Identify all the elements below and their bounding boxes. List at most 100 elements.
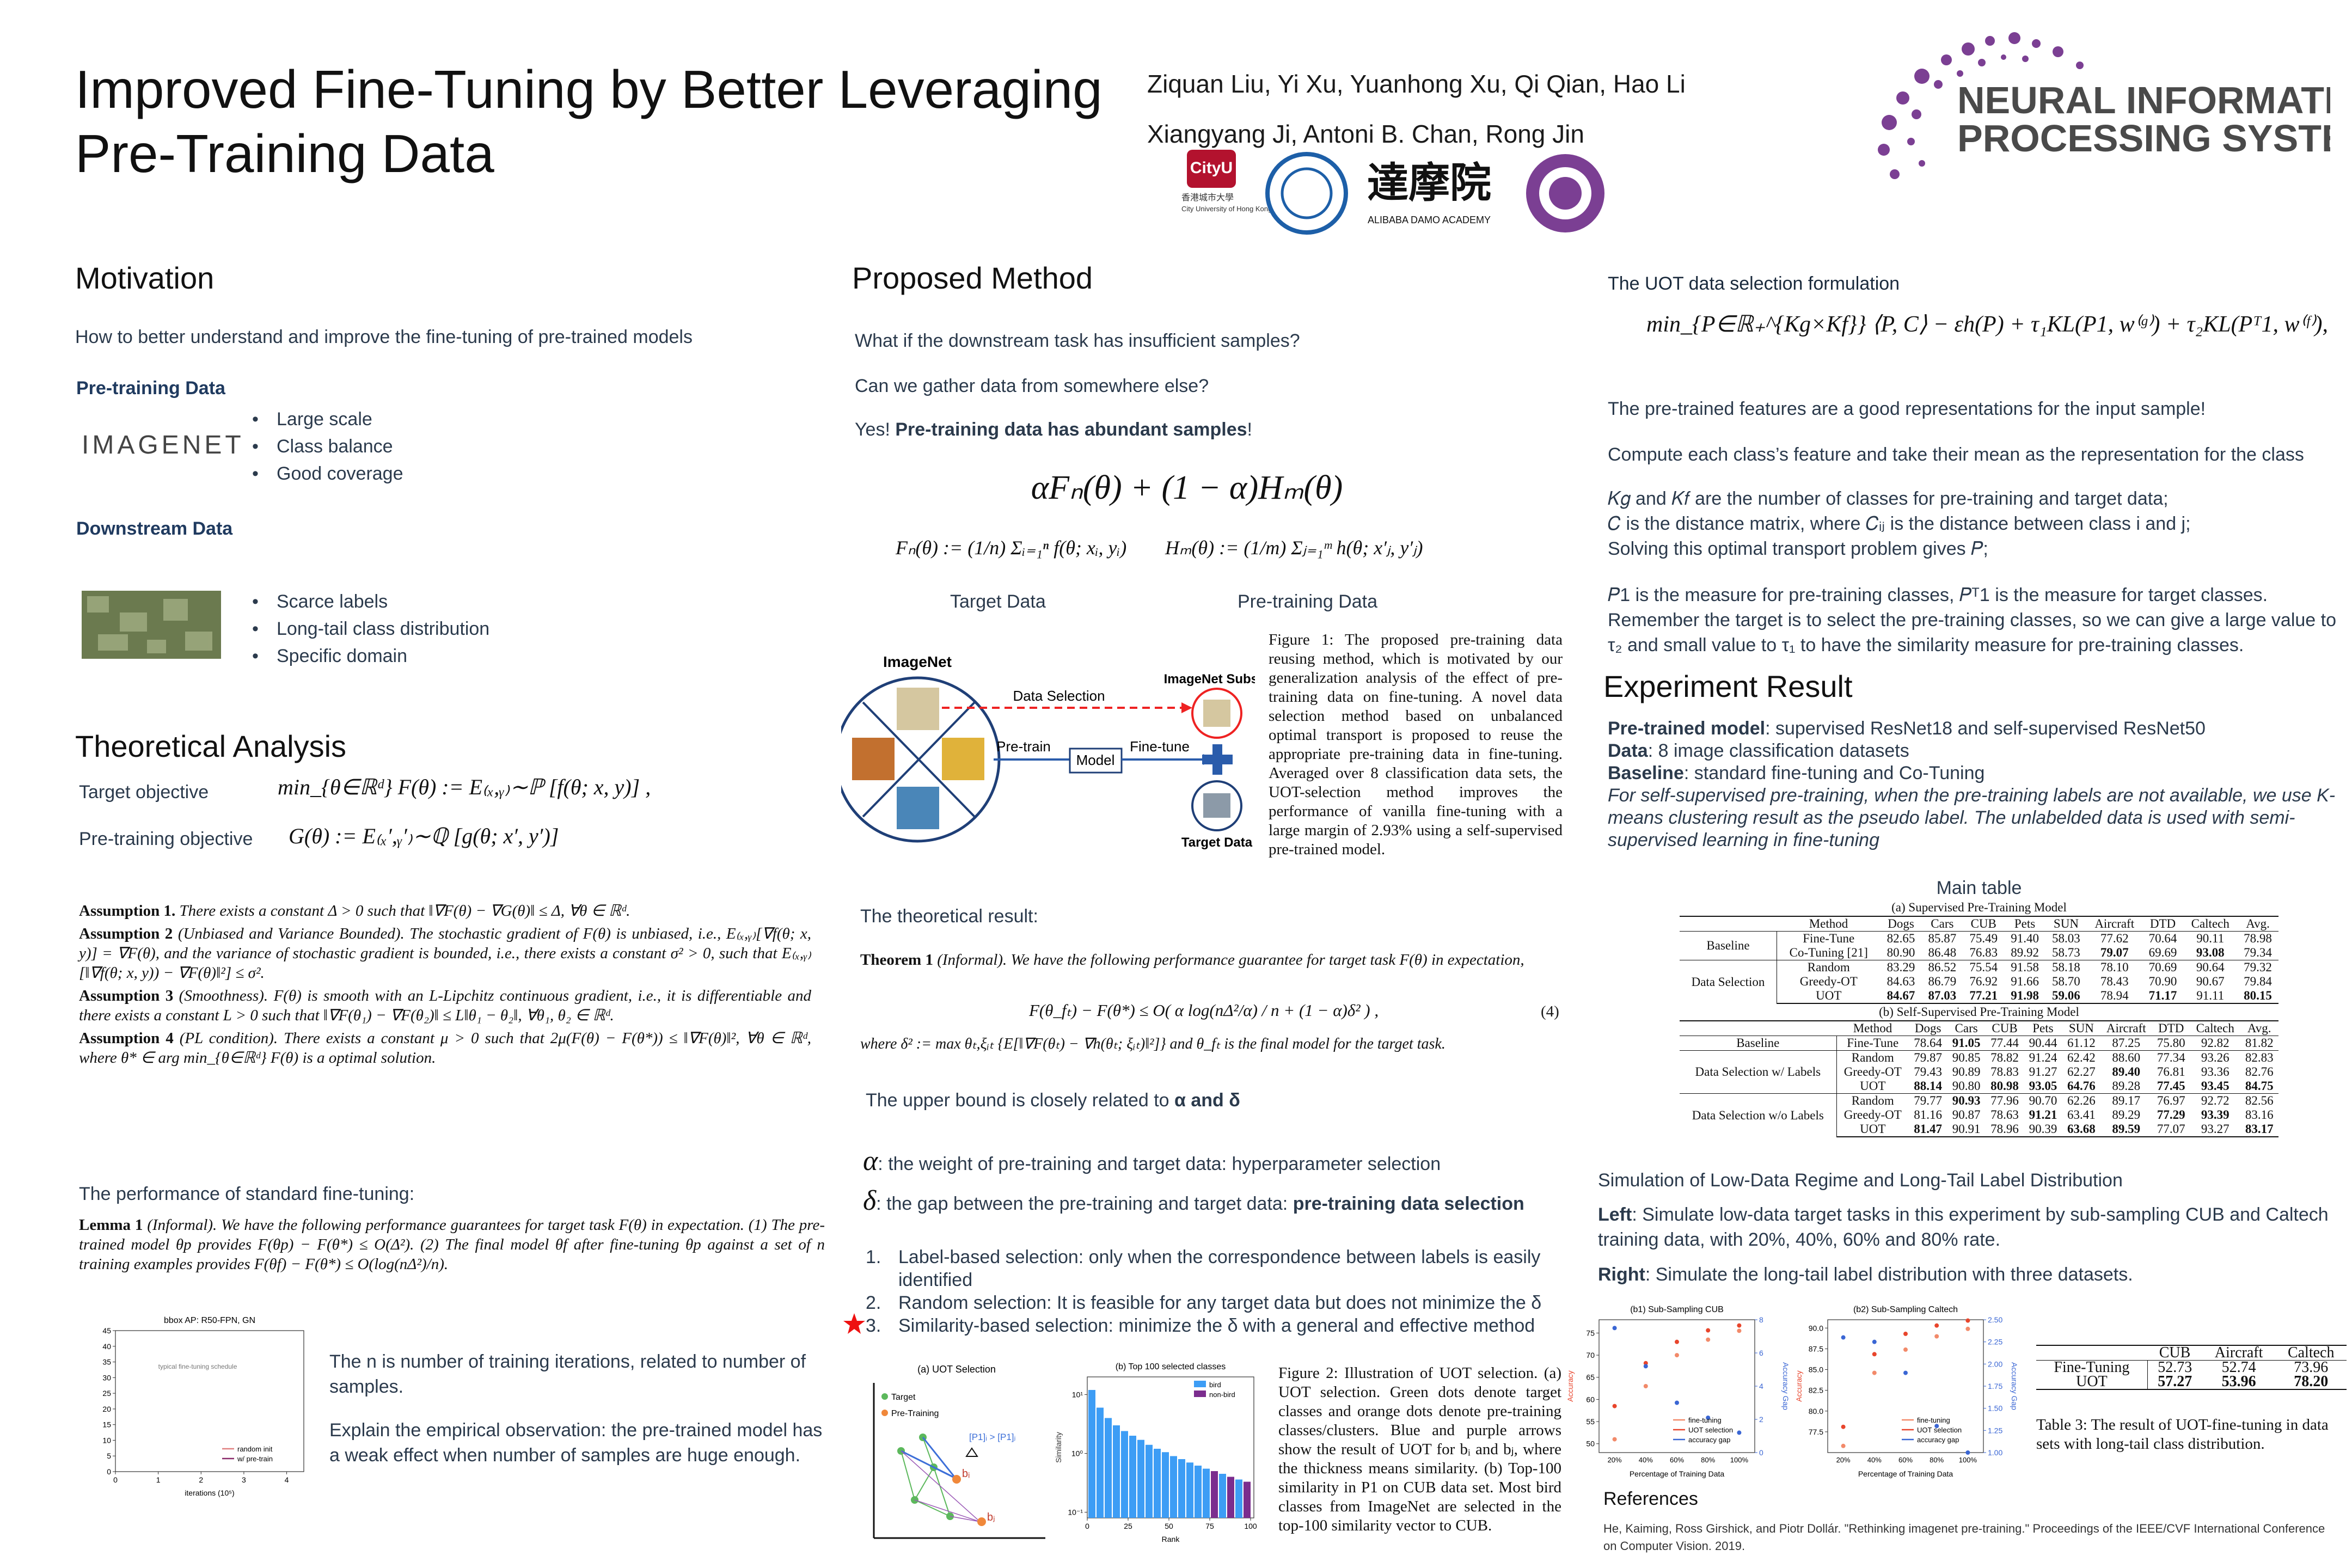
formula: min_{θ∈ℝᵈ} F(θ) := E₍ₓ,ᵧ₎∼ℙ [f(θ; x, y)]…	[278, 775, 651, 799]
data-point	[1872, 1352, 1877, 1357]
table-cell: 89.59	[2100, 1122, 2152, 1137]
table-cell: 84.67	[1880, 989, 1922, 1004]
logo-text: CityU	[1190, 159, 1233, 177]
data-point	[1903, 1347, 1908, 1352]
y2-tick-label: 1.25	[1988, 1426, 2002, 1435]
row-label: Greedy-OT	[1843, 1108, 1902, 1122]
column-header: DTD	[2152, 1020, 2190, 1036]
row-label: Fine-Tuning	[2036, 1360, 2148, 1375]
logo-text: PROCESSING SYSTEMS	[1957, 117, 2330, 160]
target-dots	[897, 1434, 954, 1520]
bar	[1202, 1468, 1210, 1518]
y-tick-label: 85.0	[1809, 1365, 1823, 1374]
diagram-label: ImageNet Subset	[1164, 672, 1255, 687]
data-point	[1872, 1339, 1877, 1344]
plot-frame	[115, 1330, 304, 1472]
setup-text: : supervised ResNet18 and self-supervise…	[1765, 718, 2206, 739]
x-tick-label: 25	[1124, 1522, 1132, 1530]
formula: Hₘ(θ) := (1/m) Σⱼ₌₁ᵐ h(θ; x′ⱼ, y′ⱼ)	[1165, 537, 1423, 559]
table-cell: 59.06	[2045, 989, 2087, 1004]
y2-tick-label: 2.25	[1988, 1338, 2002, 1346]
x-tick-label: 40%	[1639, 1456, 1653, 1464]
table-row: Data Selection w/o Labels Random 79.77 90.9…	[1680, 1093, 2278, 1137]
y-tick-label: 65	[1586, 1373, 1595, 1382]
data-point	[1675, 1339, 1679, 1344]
subsample-cub-chart: (b1) Sub-Sampling CUB 50 55 60 65 70 75 0 2 4 6 8 20…	[1566, 1305, 1788, 1478]
logo-text: City University of Hong Kong	[1181, 205, 1272, 213]
diagram-label: Pre-train	[996, 738, 1051, 755]
table-cell: 89.29	[2112, 1108, 2141, 1122]
legend-label: fine-tuning	[1688, 1416, 1722, 1424]
table-cell: 61.12	[2067, 1036, 2096, 1050]
table-cell: 83.16	[2245, 1108, 2274, 1122]
table-cell: 87.25	[2112, 1036, 2141, 1050]
formula: αFₙ(θ) + (1 − α)Hₘ(θ)	[1031, 469, 1343, 506]
column-header: Avg.	[2237, 916, 2278, 932]
table-cell: 81.82	[2245, 1036, 2274, 1050]
table-cell: 78.82	[1985, 1050, 2024, 1065]
bullet-list: Large scaleClass balanceGood coverage	[252, 406, 403, 487]
blank-header	[1680, 1020, 1837, 1036]
setup-line: Baseline: standard fine-tuning and Co-Tu…	[1608, 762, 2337, 785]
lemma-text: (Informal). We have the following perfor…	[79, 1216, 825, 1273]
logo-text: ALIBABA DAMO ACADEMY	[1368, 215, 1491, 225]
bar	[1120, 1431, 1128, 1518]
chart-title: bbox AP: R50-FPN, GN	[164, 1316, 255, 1325]
table-cell: 77.62	[2100, 932, 2129, 945]
blank-header	[2036, 1345, 2148, 1361]
bar	[1169, 1456, 1177, 1518]
list-number: 2.	[866, 1293, 881, 1313]
table-cell: 75.54	[1963, 960, 2005, 975]
explanation: The n is number of training iterations, …	[329, 1349, 836, 1468]
assumption-text: There exists a constant Δ > 0 such that …	[179, 902, 630, 920]
table-cell: 53.96	[2202, 1374, 2276, 1390]
row-label: Greedy-OT	[1799, 975, 1858, 988]
section-heading: References	[1603, 1489, 1698, 1509]
table-cell: 79.43	[1914, 1065, 1943, 1079]
text-bold: α and δ	[1174, 1090, 1240, 1111]
table-cell: 88.14	[1914, 1079, 1943, 1093]
table-cell: 77.45	[2157, 1079, 2185, 1093]
bar	[1218, 1473, 1226, 1518]
assumption-label: Assumption 1.	[79, 902, 176, 920]
assumption: Assumption 4 (PL condition). There exist…	[79, 1028, 811, 1068]
data-point	[1934, 1323, 1939, 1328]
notes: 𝑃1 is the measure for pre-training class…	[1608, 583, 2337, 658]
table-cell: 90.64	[2183, 960, 2238, 975]
x-tick-label: 60%	[1898, 1456, 1913, 1464]
x-tick-label: 40%	[1867, 1456, 1882, 1464]
table-cell: 90.44	[2029, 1036, 2057, 1050]
y2-tick-label: 2.00	[1988, 1359, 2002, 1368]
paragraph: The theoretical result:	[860, 906, 1038, 927]
table-cell: 77.21	[1963, 989, 2005, 1004]
figure-caption: Figure 1: The proposed pre-training data…	[1269, 631, 1563, 858]
table-cell: 79.34	[2244, 946, 2272, 959]
image-thumb	[1203, 700, 1230, 727]
table-cell: 52.74	[2221, 1359, 2256, 1376]
y-tick-label: 77.5	[1809, 1428, 1823, 1436]
subheading: Pre-training Data	[76, 378, 225, 399]
x-tick-label: 100	[1244, 1522, 1257, 1530]
star-icon	[843, 1313, 865, 1334]
row-label: Random	[1836, 1093, 1909, 1108]
group-label: Data Selection w/o Labels	[1680, 1093, 1837, 1137]
setup-label: Pre-trained model	[1608, 718, 1766, 739]
data-point	[1612, 1404, 1617, 1408]
y-tick-label: 0	[107, 1467, 111, 1476]
comparison-label: [P1]ᵢ > [P1]ⱼ	[969, 1432, 1016, 1442]
data-point	[1675, 1400, 1679, 1405]
chart-title: (b) Top 100 selected classes	[1116, 1362, 1226, 1371]
legend-dot	[881, 1393, 888, 1400]
table-cell: 90.70	[2024, 1093, 2062, 1108]
column-header: Pets	[2024, 1020, 2062, 1036]
graph-edges	[901, 1437, 951, 1517]
column-header: Caltech	[2275, 1345, 2347, 1361]
table-cell: 78.43	[2100, 975, 2129, 988]
data-point	[1737, 1430, 1742, 1435]
y2-axis-label: Accuracy Gap	[1781, 1362, 1788, 1410]
uot-arrows	[901, 1437, 957, 1479]
reference: He, Kaiming, Ross Girshick, and Piotr Do…	[1603, 1522, 2325, 1553]
x-tick-label: 100%	[1730, 1456, 1749, 1464]
data-point	[1872, 1370, 1877, 1375]
table-cell: 89.92	[2011, 946, 2039, 959]
